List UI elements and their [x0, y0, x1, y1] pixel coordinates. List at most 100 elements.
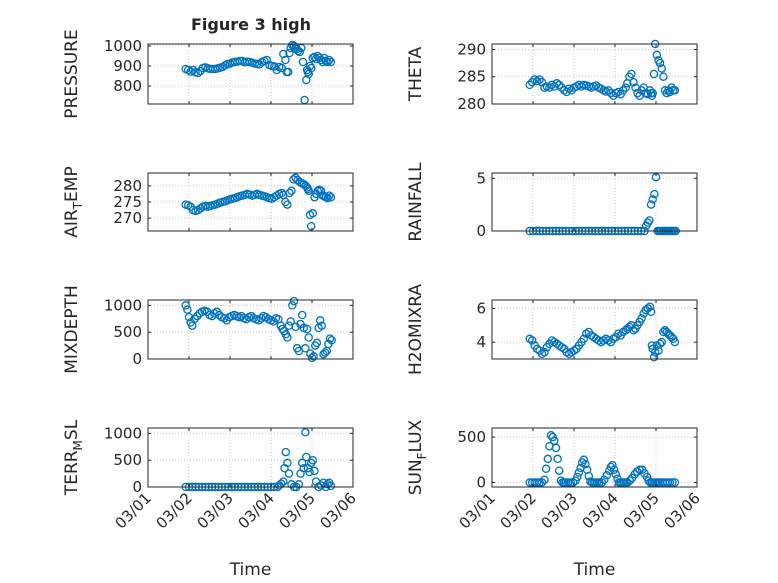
data-point — [614, 329, 623, 338]
data-point — [545, 83, 554, 92]
data-point — [284, 469, 294, 478]
data-point — [281, 197, 290, 207]
axes-box — [491, 427, 698, 488]
data-point — [630, 470, 639, 479]
y-tick-label: 500 — [113, 451, 142, 469]
data-point — [665, 478, 675, 487]
data-point — [295, 177, 304, 187]
data-point — [611, 470, 621, 479]
y-axis-label: PRESSURE — [62, 29, 82, 118]
data-point — [320, 348, 330, 357]
y-tick-label: 290 — [457, 40, 486, 58]
data-point — [648, 195, 657, 204]
y-axis-label: H2OMIXRA — [406, 284, 426, 375]
y-axis-label: SUNFLUX — [406, 419, 429, 495]
y-tick-label: 900 — [113, 57, 142, 75]
data-point — [670, 478, 680, 487]
data-point — [670, 337, 680, 347]
data-point — [540, 475, 549, 484]
data-point — [646, 200, 656, 209]
data-point — [535, 75, 544, 84]
data-point — [554, 466, 564, 475]
x-axis-label: Time — [573, 560, 616, 580]
data-point — [297, 310, 307, 320]
y-tick-label: 0 — [476, 222, 486, 240]
subplot-theta: 280 285 290 THETA — [406, 39, 698, 113]
data-point — [289, 296, 299, 306]
data-point — [288, 301, 297, 310]
y-tick-label: 500 — [457, 428, 486, 446]
data-point — [326, 481, 336, 491]
data-point — [301, 344, 310, 353]
data-point — [299, 463, 309, 473]
axes-box — [491, 172, 698, 232]
y-tick-label: 5 — [476, 169, 486, 187]
y-tick-label: 6 — [476, 299, 486, 317]
data-point — [659, 72, 668, 81]
x-axis-label: Time — [229, 560, 272, 580]
y-tick-label: 500 — [113, 323, 142, 341]
data-point — [541, 464, 551, 474]
data-point — [551, 443, 561, 453]
data-point — [657, 64, 666, 73]
data-point — [650, 189, 659, 199]
y-tick-label: 270 — [113, 209, 142, 227]
plot-area — [492, 428, 697, 487]
data-point — [281, 55, 290, 65]
data-point — [304, 186, 313, 195]
plot-area — [492, 300, 697, 359]
data-point — [326, 57, 336, 67]
data-point — [294, 480, 304, 489]
subplot-pressure: 800 900 1000 PRESSURE — [62, 29, 354, 119]
data-point — [618, 86, 628, 95]
y-tick-label: 800 — [113, 77, 142, 95]
subplot-rainfall: 0 5 RAINFALL — [406, 162, 698, 242]
data-point — [302, 324, 312, 334]
data-point — [579, 455, 589, 465]
data-point — [527, 336, 537, 345]
data-point — [540, 348, 549, 357]
data-point — [262, 55, 272, 65]
plot-area — [492, 173, 697, 231]
data-point — [302, 452, 311, 462]
data-point — [609, 334, 618, 344]
data-point — [581, 460, 590, 469]
data-point — [532, 478, 542, 487]
data-point — [553, 454, 562, 464]
data-point — [608, 460, 617, 470]
data-point — [324, 191, 334, 200]
data-point — [623, 478, 632, 487]
data-point — [281, 447, 291, 457]
data-point — [286, 317, 295, 326]
y-tick-label: 1000 — [104, 37, 142, 55]
plot-area — [148, 428, 353, 487]
data-point — [305, 467, 314, 477]
data-point — [190, 314, 199, 324]
data-point — [592, 478, 602, 487]
y-tick-label: 1000 — [104, 424, 142, 442]
subplot-h2omixra: 4 6 H2OMIXRA — [406, 284, 698, 375]
data-point — [287, 186, 296, 195]
data-point — [283, 67, 293, 77]
data-point — [659, 327, 668, 337]
data-point — [574, 468, 584, 477]
figure-title: Figure 3 high — [191, 15, 311, 34]
axes-box — [147, 43, 354, 105]
data-point — [625, 476, 635, 485]
data-point — [527, 77, 537, 87]
data-point — [283, 458, 292, 468]
data-point — [543, 454, 553, 464]
y-tick-label: 285 — [457, 68, 486, 86]
data-point — [308, 209, 318, 218]
data-point — [310, 466, 319, 476]
data-point — [323, 57, 332, 67]
data-point — [327, 335, 336, 345]
data-point — [279, 477, 288, 486]
data-point — [566, 478, 575, 487]
data-point — [537, 478, 547, 487]
data-point — [298, 57, 308, 67]
data-point — [645, 302, 655, 311]
data-point — [537, 77, 547, 87]
